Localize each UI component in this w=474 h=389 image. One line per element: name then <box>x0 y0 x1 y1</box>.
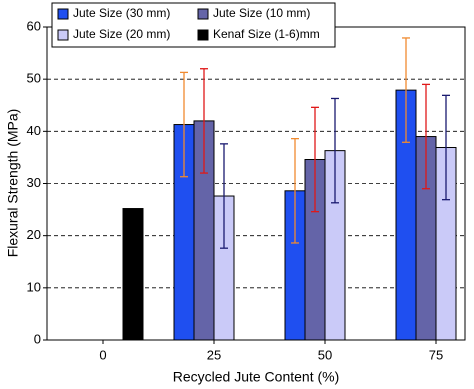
y-axis-label: Flexural Strength (MPa) <box>5 109 21 258</box>
y-tick-label: 60 <box>27 18 41 33</box>
legend-swatch <box>197 8 209 20</box>
error-bar <box>422 83 430 190</box>
error-bar <box>311 106 319 213</box>
y-tick-label: 40 <box>27 123 41 138</box>
legend-label: Kenaf Size (1-6)mm <box>213 27 320 41</box>
legend-box <box>51 2 336 48</box>
y-tick-label: 30 <box>27 175 41 190</box>
y-tick-label: 50 <box>27 71 41 86</box>
legend-swatch <box>197 29 209 41</box>
error-bar <box>291 137 299 244</box>
y-tick-label: 20 <box>27 227 41 242</box>
error-bar <box>402 37 410 143</box>
error-bar <box>180 71 188 178</box>
x-tick-label: 75 <box>429 347 443 362</box>
x-axis-label: Recycled Jute Content (%) <box>173 369 340 385</box>
legend-swatch <box>57 8 69 20</box>
legend-label: Jute Size (20 mm) <box>73 27 170 41</box>
legend-label: Jute Size (10 mm) <box>213 6 310 20</box>
error-bar <box>200 68 208 174</box>
x-tick-label: 25 <box>207 347 221 362</box>
error-bar <box>220 143 228 249</box>
y-tick-label: 10 <box>27 279 41 294</box>
error-bar <box>442 94 450 201</box>
bar <box>122 208 144 341</box>
legend-swatch <box>57 29 69 41</box>
x-tick-label: 50 <box>318 347 332 362</box>
y-tick-label: 0 <box>34 331 41 346</box>
x-tick-label: 0 <box>99 347 106 362</box>
error-bar <box>331 97 339 204</box>
legend-label: Jute Size (30 mm) <box>73 6 170 20</box>
